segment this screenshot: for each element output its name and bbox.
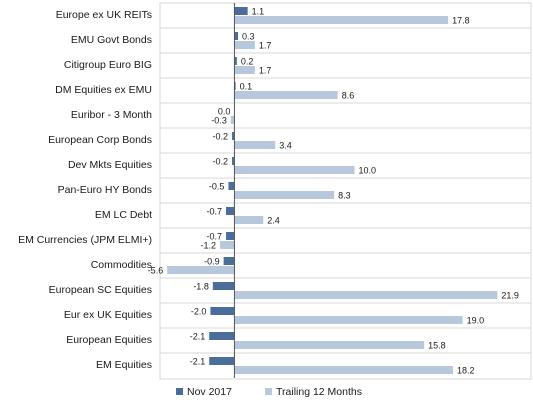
bar-trailing-12-months [230,116,235,124]
bar-trailing-12-months [234,216,264,224]
data-label: 0.0 [218,107,231,117]
bar-trailing-12-months [234,41,255,49]
bar-trailing-12-months [167,266,235,274]
data-label: -1.8 [193,282,209,292]
data-label: 15.8 [428,341,446,351]
data-label: -2.1 [190,357,206,367]
bars [167,7,498,374]
category-label: DM Equities ex EMU [55,84,152,96]
category-label: Citigroup Euro BIG [64,59,152,71]
category-label: Dev Mkts Equities [68,159,152,171]
category-label: Eur ex UK Equities [64,309,152,321]
data-label: 0.2 [241,57,254,67]
bar-trailing-12-months [234,91,338,99]
data-label: 8.6 [342,91,355,101]
bar-nov-2017 [228,182,235,190]
data-label: 17.8 [452,16,470,26]
bar-trailing-12-months [234,141,276,149]
category-label: EM Equities [96,359,152,371]
bar-nov-2017 [234,82,236,90]
bar-nov-2017 [234,32,239,40]
category-label: Commodities [91,259,152,271]
legend-swatch-nov-2017 [176,388,183,395]
legend-label-nov-2017: Nov 2017 [187,386,232,398]
data-labels: 1.1 17.8 0.3 1.7 0.2 1.7 0.1 8.6 0.0-0.3 -0.2 3.4 -… [148,7,519,376]
data-label: 10.0 [359,166,377,176]
data-label: -0.2 [213,132,229,142]
data-label: -0.7 [207,207,223,217]
bar-trailing-12-months [234,316,463,324]
data-label: 3.4 [279,141,292,151]
bar-trailing-12-months [234,66,255,74]
data-label: 1.7 [259,66,272,76]
data-label: 0.1 [240,82,253,92]
category-label: EM LC Debt [95,209,152,221]
data-label: 0.3 [242,32,255,42]
data-label: 21.9 [501,291,519,301]
category-labels: Europe ex UK REITs EMU Govt Bonds Citigrou… [18,9,152,371]
bar-nov-2017 [209,357,235,365]
data-label: 1.7 [259,41,272,51]
bar-trailing-12-months [234,166,355,174]
data-label: 2.4 [267,216,280,226]
legend-swatch-trailing-12-months [265,388,272,395]
bar-nov-2017 [232,132,235,140]
data-label: 8.3 [338,191,351,201]
bar-nov-2017 [234,7,248,15]
gridlines [160,27,531,354]
data-label: -0.5 [209,182,225,192]
bar-trailing-12-months [234,341,425,349]
category-label: European Equities [66,334,152,346]
bar-trailing-12-months [234,16,449,24]
data-label: 18.2 [457,366,475,376]
bar-nov-2017 [232,157,235,165]
data-label: -5.6 [148,266,164,276]
data-label: -2.0 [191,307,207,317]
bar-nov-2017 [210,307,235,315]
data-label: -0.7 [207,232,223,242]
bar-trailing-12-months [220,241,235,249]
category-label: European SC Equities [49,284,152,296]
category-label: Euribor - 3 Month [71,109,152,121]
data-label: -0.3 [211,116,227,126]
bar-nov-2017 [212,282,235,290]
data-label: 1.1 [252,7,265,17]
data-label: -0.9 [204,257,220,267]
bar-nov-2017 [226,232,235,240]
data-label: 19.0 [467,316,485,326]
category-label: European Corp Bonds [48,134,152,146]
category-label: Europe ex UK REITs [56,9,152,21]
bar-trailing-12-months [234,191,335,199]
legend-label-trailing-12-months: Trailing 12 Months [276,386,362,398]
bar-nov-2017 [226,207,235,215]
bar-trailing-12-months [234,291,498,299]
bar-nov-2017 [234,57,237,65]
data-label: -0.2 [213,157,229,167]
plot-area [159,2,532,380]
legend: Nov 2017 Trailing 12 Months [176,386,362,398]
bar-nov-2017 [223,257,235,265]
data-label: -1.2 [201,241,217,251]
category-label: EMU Govt Bonds [71,34,152,46]
category-label: Pan-Euro HY Bonds [58,184,152,196]
data-label: -2.1 [190,332,206,342]
bar-trailing-12-months [234,366,453,374]
bar-nov-2017 [209,332,235,340]
category-label: EM Currencies (JPM ELMI+) [18,234,152,246]
